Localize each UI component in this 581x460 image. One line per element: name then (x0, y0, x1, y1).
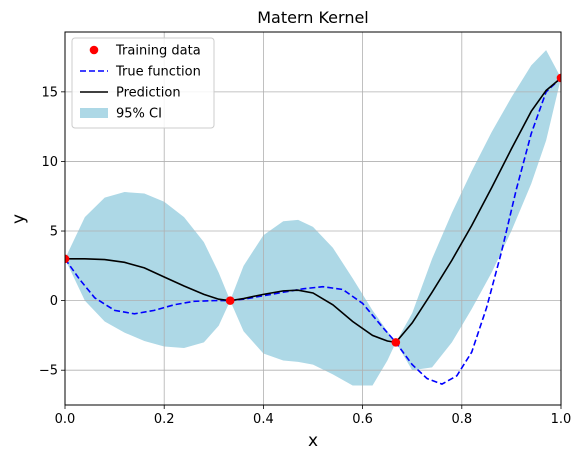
y-tick-label-0: −5 (39, 364, 58, 379)
legend: Training data True function Prediction 95% … (71, 37, 215, 129)
legend-label-2: Prediction (116, 86, 181, 101)
legend-box (71, 37, 215, 129)
legend-label-0: Training data (115, 44, 201, 59)
x-tick-label-4: 0.8 (451, 412, 472, 427)
training-data-point-1 (225, 296, 235, 305)
x-tick-label-3: 0.6 (352, 412, 373, 427)
training-data-point-3 (556, 73, 561, 83)
chart-title: Matern Kernel (257, 8, 369, 27)
x-tick-label-2: 0.4 (253, 412, 274, 427)
x-tick-label-1: 0.2 (154, 412, 175, 427)
plot-frame (64, 31, 562, 406)
x-axis-label: x (308, 431, 318, 451)
training-data-point-0 (65, 254, 70, 264)
y-tick-label-1: 0 (50, 294, 58, 309)
x-tick-label-0: 0.0 (55, 412, 76, 427)
x-tick-label-5: 1.0 (551, 412, 572, 427)
y-tick-label-4: 15 (41, 85, 58, 100)
y-axis-label: y (9, 214, 29, 224)
legend-marker-training-data (89, 45, 99, 55)
y-tick-label-3: 10 (41, 155, 58, 170)
legend-label-3: 95% CI (116, 107, 162, 122)
true-function-line (65, 77, 561, 385)
legend-patch-ci (80, 108, 108, 118)
training-data-point-2 (391, 338, 401, 347)
legend-label-1: True function (115, 65, 201, 80)
prediction-line (65, 77, 561, 344)
y-tick-label-2: 5 (50, 225, 58, 240)
